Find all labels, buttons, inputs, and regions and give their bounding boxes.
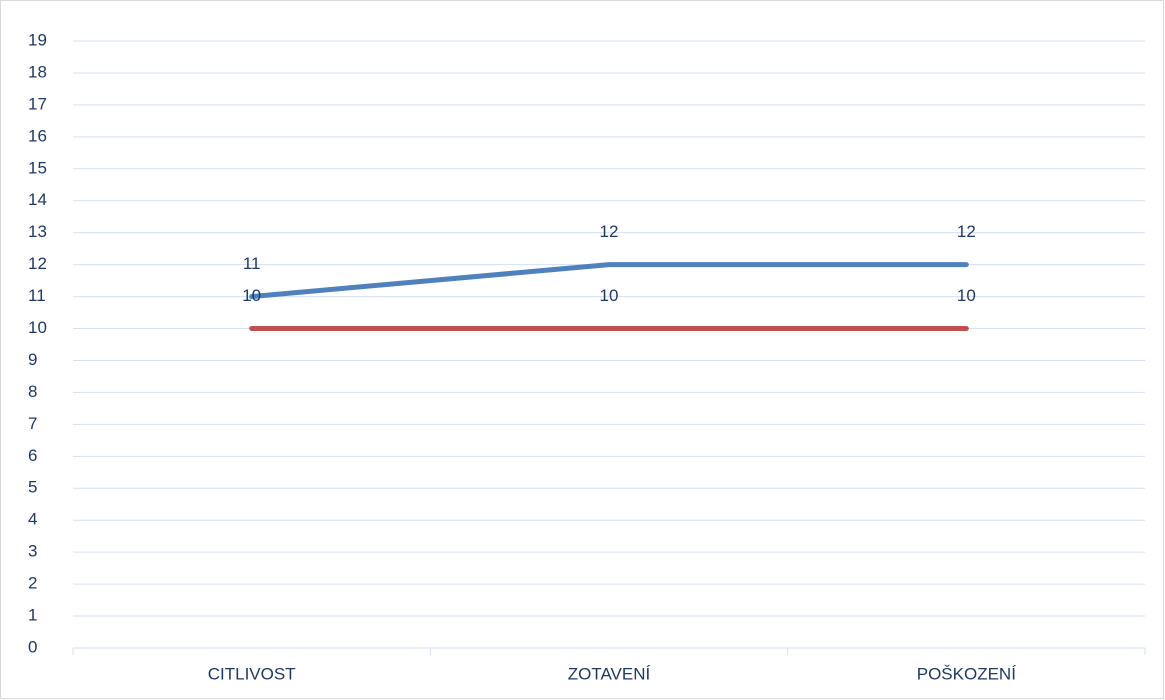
series-line (249, 262, 969, 300)
y-tick-label: 11 (28, 286, 46, 305)
y-tick-label: 2 (28, 574, 37, 593)
y-tick-label: 8 (28, 382, 37, 401)
y-tick-label: 15 (28, 158, 47, 177)
data-label: 12 (957, 222, 976, 241)
data-label: 11 (243, 254, 261, 273)
y-tick-label: 16 (28, 126, 47, 145)
y-tick-label: 14 (28, 190, 47, 209)
y-tick-label: 1 (28, 606, 37, 625)
data-label: 12 (600, 222, 619, 241)
x-tick-label: CITLIVOST (208, 664, 296, 683)
x-tick-label: ZOTAVENÍ (568, 664, 651, 683)
y-tick-label: 0 (28, 637, 37, 656)
y-tick-label: 13 (28, 222, 47, 241)
y-tick-label: 7 (28, 414, 37, 433)
y-tick-label: 12 (28, 254, 47, 273)
y-tick-label: 19 (28, 30, 47, 49)
y-tick-label: 9 (28, 350, 37, 369)
y-tick-label: 6 (28, 446, 37, 465)
y-tick-label: 10 (28, 318, 47, 337)
y-tick-label: 5 (28, 478, 37, 497)
y-tick-label: 3 (28, 542, 37, 561)
y-tick-label: 18 (28, 62, 47, 81)
data-label: 10 (242, 286, 261, 305)
y-tick-label: 4 (28, 510, 37, 529)
x-tick-label: POŠKOZENÍ (917, 664, 1016, 683)
data-label: 10 (957, 286, 976, 305)
y-tick-label: 17 (28, 94, 47, 113)
data-label: 10 (600, 286, 619, 305)
